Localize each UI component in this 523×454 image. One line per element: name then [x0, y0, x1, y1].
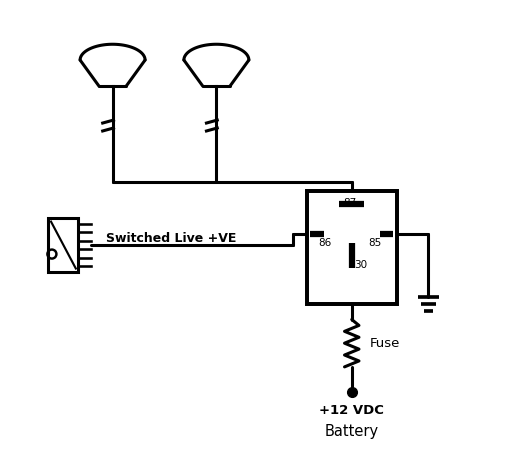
Text: Switched Live +VE: Switched Live +VE [106, 232, 236, 245]
Text: 87: 87 [343, 197, 356, 207]
Text: Fuse: Fuse [370, 337, 400, 350]
Bar [48, 218, 77, 272]
Text: 86: 86 [318, 238, 331, 248]
Text: +12 VDC: +12 VDC [320, 405, 384, 417]
Text: 85: 85 [368, 238, 381, 248]
Text: Battery: Battery [325, 424, 379, 439]
Bar [306, 191, 397, 304]
Text: 30: 30 [354, 260, 367, 270]
